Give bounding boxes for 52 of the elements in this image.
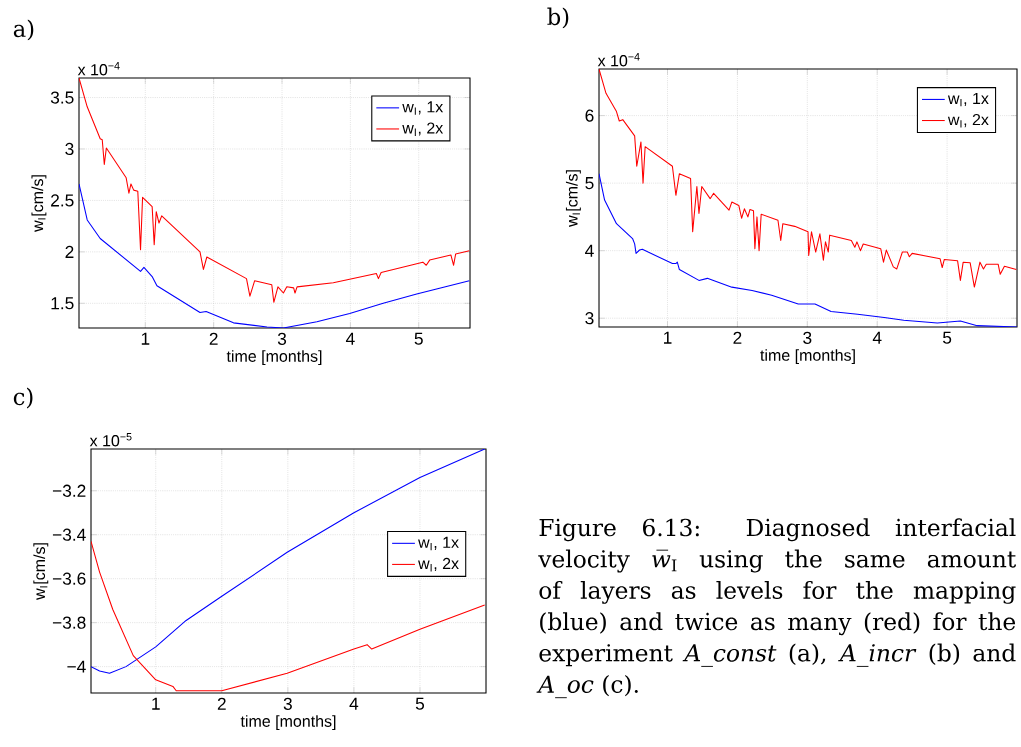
- x-tick-label: 1: [664, 331, 672, 344]
- legend-label: w$_{I}$, 2x: [947, 113, 989, 128]
- line-series: [79, 183, 470, 328]
- chart-title: a): [13, 19, 34, 41]
- y-axis-title: w$_{I}$[cm/s]: [565, 170, 581, 227]
- x-tick-label: 4: [345, 332, 355, 345]
- legend-label: w$_{I}$, 2x: [418, 557, 459, 572]
- y-tick-label: 4: [585, 244, 594, 257]
- text: x 10$^{−5}$: [89, 433, 132, 447]
- line-series: [599, 69, 1017, 288]
- text: x 10$^{−4}$: [77, 62, 120, 76]
- x-axis-title: time [months]: [226, 350, 322, 366]
- y-axis-title: w$_{I}$[cm/s]: [31, 175, 47, 232]
- x-tick-label: 3: [283, 697, 292, 710]
- y-tick-label: −4: [67, 660, 86, 673]
- text: x 10$^{−4}$: [597, 53, 640, 67]
- y-tick-label: 1.5: [51, 297, 74, 310]
- y-tick-label: 2.5: [51, 194, 74, 207]
- text: Figure 6.13: Diagnosed interfacial velocity w̅$_{I}$ using the same amount of layers as levels for the mapping (blue) and twice as many (red) for the experiment A_const (a), A_incr (b) and A_oc (c).: [536, 518, 1017, 699]
- y-tick-label: 6: [585, 109, 594, 122]
- y-tick-label: 5: [585, 177, 594, 190]
- x-tick-label: 1: [152, 697, 160, 710]
- x-tick-label: 3: [277, 332, 287, 345]
- y-tick-label: 3: [65, 142, 74, 156]
- x-axis-title: time [months]: [240, 715, 336, 731]
- x-tick-label: 5: [415, 697, 425, 710]
- x-axis-title: time [months]: [760, 349, 855, 365]
- x-tick-label: 4: [872, 331, 882, 344]
- y-tick-label: 3: [585, 312, 594, 325]
- x-tick-label: 1: [141, 332, 150, 345]
- y-tick-label: 3.5: [50, 91, 74, 104]
- y-tick-label: −3.2: [52, 484, 86, 497]
- y-axis-title: w$_{I}$[cm/s]: [33, 543, 49, 600]
- chart-title: b): [547, 7, 569, 29]
- x-tick-label: 2: [733, 331, 742, 344]
- y-tick-label: 2: [65, 245, 74, 258]
- x-tick-label: 4: [349, 697, 359, 710]
- x-tick-label: 5: [414, 332, 423, 345]
- x-tick-label: 3: [803, 331, 812, 344]
- legend-label: w$_{I}$, 1x: [947, 92, 989, 107]
- y-tick-label: −3.8: [52, 616, 86, 629]
- chart-title: c): [13, 387, 33, 409]
- x-tick-label: 5: [942, 331, 952, 344]
- y-tick-label: −3.4: [52, 528, 86, 541]
- legend-label: w$_{I}$, 2x: [402, 122, 444, 136]
- y-tick-label: −3.6: [52, 572, 86, 585]
- x-tick-label: 2: [209, 332, 218, 345]
- x-tick-label: 2: [217, 697, 226, 710]
- legend-label: w$_{I}$, 1x: [402, 101, 444, 115]
- line-series: [79, 77, 470, 303]
- legend-label: w$_{I}$, 1x: [418, 536, 459, 551]
- line-series: [91, 449, 486, 674]
